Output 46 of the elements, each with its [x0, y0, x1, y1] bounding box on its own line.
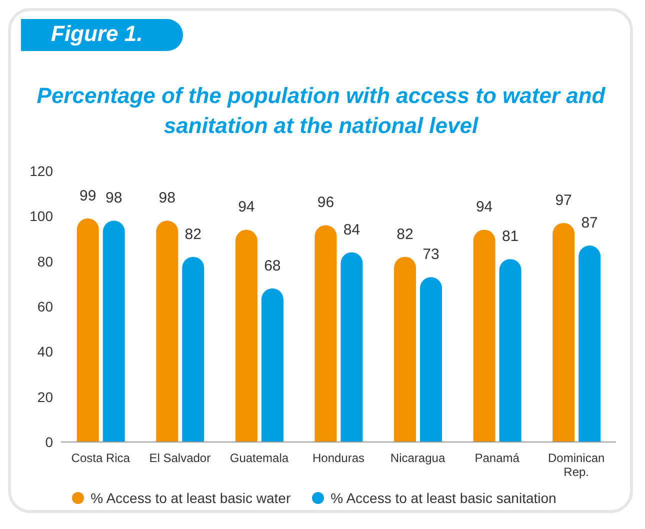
data-label: 98 — [158, 190, 176, 207]
data-label: 94 — [476, 198, 493, 216]
data-label: 99 — [80, 187, 96, 204]
bar — [340, 252, 363, 442]
bar — [235, 230, 258, 442]
data-label: 82 — [184, 226, 202, 243]
bar — [182, 256, 204, 442]
data-label: 96 — [317, 194, 334, 212]
data-label: 87 — [581, 214, 598, 232]
data-label: 82 — [396, 226, 414, 243]
data-label: 73 — [422, 246, 440, 264]
bar — [261, 288, 284, 442]
y-tick-label: 80 — [37, 253, 54, 270]
x-tick-label: Nicaragua — [390, 451, 446, 465]
bar — [473, 230, 496, 442]
legend-label: % Access to at least basic water — [90, 490, 291, 506]
x-tick-label: Honduras — [312, 451, 365, 465]
bar — [314, 225, 337, 442]
bar — [394, 256, 416, 442]
y-tick-label: 0 — [45, 434, 54, 450]
bar — [76, 218, 99, 442]
y-tick-label: 40 — [37, 344, 54, 360]
data-label: 94 — [238, 198, 255, 216]
data-label: 81 — [502, 228, 519, 246]
x-tick-label: Costa Rica — [71, 451, 130, 465]
data-label: 97 — [555, 192, 572, 209]
bar — [102, 220, 125, 442]
x-tick-label: El Salvador — [149, 451, 211, 465]
y-tick-label: 120 — [30, 162, 54, 179]
x-tick-label: Guatemala — [230, 451, 289, 465]
data-label: 98 — [106, 190, 122, 207]
bar — [578, 246, 601, 442]
y-tick-label: 100 — [30, 208, 54, 224]
x-tick-label: Panamá — [474, 451, 520, 465]
caption: Figure 1. — [21, 19, 183, 51]
data-label: 68 — [264, 257, 281, 274]
bar — [499, 259, 522, 442]
y-tick-label: 20 — [37, 388, 54, 405]
bar — [552, 222, 575, 442]
bar — [156, 220, 178, 442]
data-label: 84 — [343, 221, 360, 238]
legend-label: % Access to at least basic sanitation — [330, 490, 556, 506]
bar — [420, 277, 442, 442]
y-tick-label: 60 — [37, 298, 54, 314]
chart-title: Percentage of the population with access to water and sanitation at the national level — [36, 82, 606, 140]
x-tick-label: Dominican Rep. — [548, 451, 605, 479]
